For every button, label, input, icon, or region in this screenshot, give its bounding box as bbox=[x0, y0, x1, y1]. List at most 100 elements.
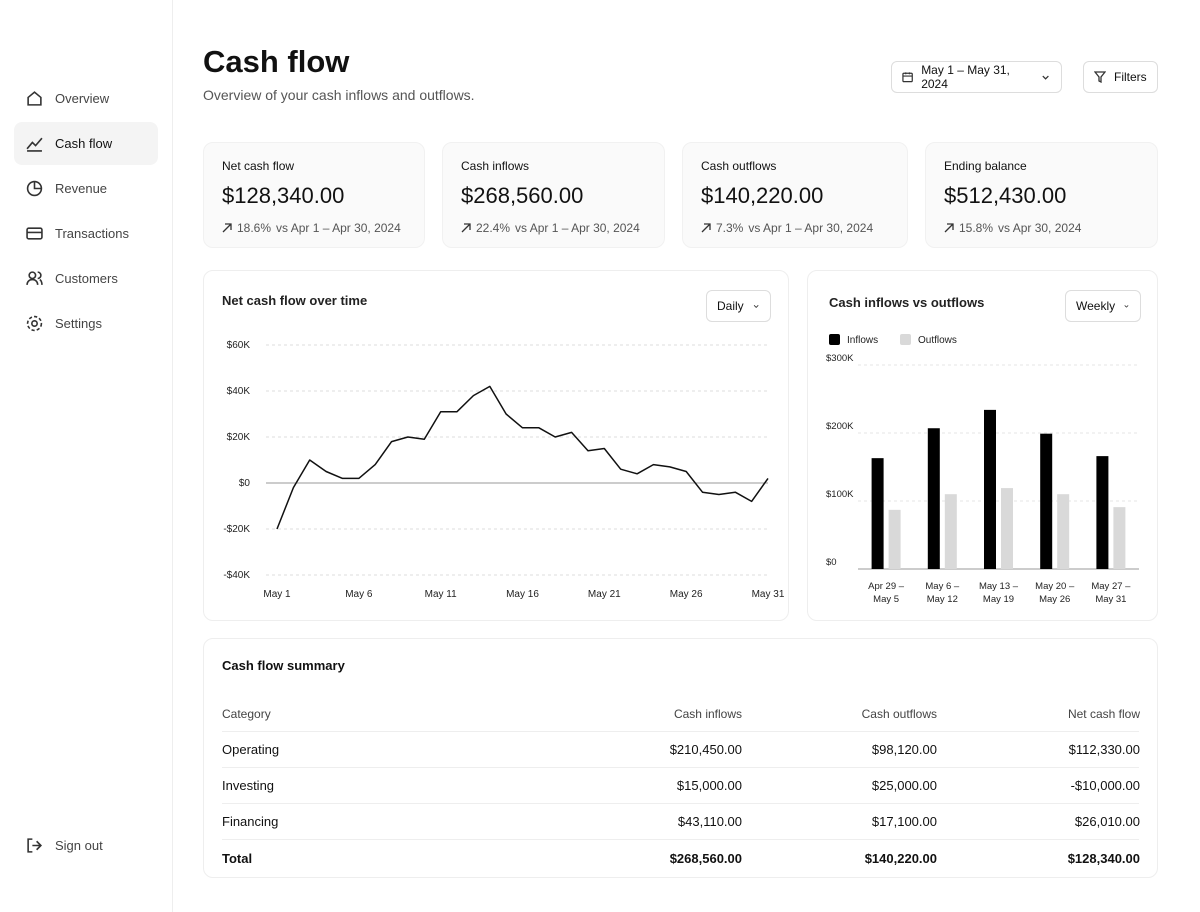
table-cell: $268,560.00 bbox=[669, 850, 742, 866]
table-cell: $26,010.00 bbox=[1074, 814, 1140, 829]
kpi-change-value: 7.3% bbox=[716, 221, 744, 235]
nav-label: Settings bbox=[55, 316, 102, 331]
table-row: Operating $210,450.00 $98,120.00 $112,330.0… bbox=[222, 732, 1140, 768]
x-tick-label: May 6 bbox=[345, 589, 373, 600]
kpi-change-value: 22.4% bbox=[476, 221, 511, 235]
y-tick-label: $300K bbox=[826, 353, 854, 364]
x-tick-label: Apr 29 – May 5 bbox=[868, 581, 905, 605]
kpi-card: Cash inflows $268,560.00 22.4% vs Apr 1 – A… bbox=[442, 142, 665, 248]
kpi-change: 18.6% vs Apr 1 – Apr 30, 2024 bbox=[222, 221, 406, 235]
trend-icon bbox=[222, 223, 232, 233]
y-tick-label: -$20K bbox=[223, 524, 250, 535]
chart-title: Cash inflows vs outflows bbox=[829, 295, 984, 310]
table-cell: $112,330.00 bbox=[1068, 742, 1140, 757]
trend-icon bbox=[461, 223, 471, 233]
table-row: Investing $15,000.00 $25,000.00 -$10,000.00 bbox=[222, 768, 1140, 804]
table-cell: $210,450.00 bbox=[669, 742, 742, 757]
x-tick-label: May 11 bbox=[425, 589, 457, 600]
table-row: Financing $43,110.00 $17,100.00 $26,010.00 bbox=[222, 804, 1140, 840]
kpi-change-value: 15.8% bbox=[959, 221, 994, 235]
sign-out-label: Sign out bbox=[55, 838, 103, 853]
bar bbox=[944, 494, 957, 569]
kpi-value: $268,560.00 bbox=[461, 183, 584, 208]
kpi-label: Cash outflows bbox=[701, 159, 777, 173]
table-cell: $43,110.00 bbox=[677, 814, 742, 829]
x-tick-label: May 26 bbox=[670, 589, 703, 600]
nav-item[interactable]: Settings bbox=[14, 302, 158, 345]
kpi-label: Ending balance bbox=[944, 159, 1027, 173]
y-tick-label: $0 bbox=[239, 478, 251, 489]
line-chart: Net cash flow over time -$40K -$20K $0 $20K $… bbox=[222, 293, 785, 600]
x-tick-label: May 1 bbox=[263, 589, 291, 600]
legend-label: Outflows bbox=[918, 335, 957, 346]
kpi-card: Net cash flow $128,340.00 18.6% vs Apr 1 – … bbox=[203, 142, 425, 248]
nav-item[interactable]: Overview bbox=[14, 77, 158, 120]
nav-item[interactable]: Transactions bbox=[14, 212, 158, 255]
table-cell: -$10,000.00 bbox=[1070, 778, 1140, 793]
kpi-comparison: vs Apr 30, 2024 bbox=[998, 221, 1082, 235]
bar bbox=[871, 458, 884, 569]
granularity-label: Daily bbox=[717, 299, 744, 313]
x-tick-label: May 6 – May 12 bbox=[925, 581, 960, 605]
table-cell: Category bbox=[222, 706, 271, 721]
bar bbox=[927, 428, 940, 569]
nav-item[interactable]: Revenue bbox=[14, 167, 158, 210]
table-cell: Cash outflows bbox=[861, 706, 937, 721]
date-range-button[interactable]: May 1 – May 31, 2024 bbox=[891, 61, 1062, 93]
summary-table: Cash flow summary Category Cash inflows Ca… bbox=[203, 638, 1158, 878]
kpi-comparison: vs Apr 1 – Apr 30, 2024 bbox=[276, 221, 401, 235]
y-tick-label: -$40K bbox=[223, 570, 250, 581]
nav-item[interactable]: Cash flow bbox=[14, 122, 158, 165]
filters-button[interactable]: Filters bbox=[1083, 61, 1158, 93]
table-cell: Total bbox=[222, 850, 253, 866]
table-cell: Investing bbox=[222, 778, 275, 793]
bar bbox=[1113, 507, 1126, 569]
y-tick-label: $100K bbox=[826, 489, 854, 500]
granularity-label: Weekly bbox=[1076, 299, 1116, 313]
table-cell: $15,000.00 bbox=[676, 778, 742, 793]
bar bbox=[1057, 494, 1070, 569]
table-cell: $128,340.00 bbox=[1067, 850, 1140, 866]
nav-label: Revenue bbox=[55, 181, 108, 196]
line bbox=[276, 385, 769, 530]
sidebar: Overview Cash flow Revenue Transactions … bbox=[0, 0, 173, 912]
bar bbox=[888, 509, 901, 569]
page-title: Cash flow bbox=[203, 44, 350, 79]
table-cell: $17,100.00 bbox=[871, 814, 937, 829]
x-tick-label: May 27 – May 31 bbox=[1091, 581, 1131, 605]
kpi-comparison: vs Apr 1 – Apr 30, 2024 bbox=[515, 221, 640, 235]
y-tick-label: $0 bbox=[826, 557, 837, 568]
nav-label: Cash flow bbox=[55, 136, 113, 151]
y-tick-label: $60K bbox=[227, 340, 251, 351]
table-cell: Financing bbox=[222, 814, 279, 829]
legend-swatch bbox=[900, 334, 911, 345]
sign-out[interactable]: Sign out bbox=[14, 824, 158, 867]
table-title: Cash flow summary bbox=[222, 658, 345, 673]
kpi-card: Cash outflows $140,220.00 7.3% vs Apr 1 – A… bbox=[682, 142, 908, 248]
x-tick-label: May 13 – May 19 bbox=[979, 581, 1019, 605]
bar bbox=[1040, 433, 1053, 569]
nav-label: Transactions bbox=[55, 226, 129, 241]
kpi-label: Net cash flow bbox=[222, 159, 295, 173]
date-range: May 1 – May 31, 2024 bbox=[921, 63, 1010, 91]
kpi-label: Cash inflows bbox=[461, 159, 530, 173]
table-cell: $98,120.00 bbox=[871, 742, 937, 757]
x-tick-label: May 20 – May 26 bbox=[1035, 581, 1075, 605]
nav-item[interactable]: Customers bbox=[14, 257, 158, 300]
table-cell: Net cash flow bbox=[1067, 706, 1140, 721]
granularity-select[interactable]: Daily bbox=[706, 290, 771, 322]
table-cell: $140,220.00 bbox=[864, 850, 937, 866]
trend-icon bbox=[944, 223, 954, 233]
line-chart-card: Net cash flow over time -$40K -$20K $0 $20K $… bbox=[203, 270, 789, 621]
nav-label: Overview bbox=[55, 91, 110, 106]
kpi-value: $140,220.00 bbox=[701, 183, 824, 208]
granularity-select[interactable]: Weekly bbox=[1065, 290, 1141, 322]
table-cell: Cash inflows bbox=[673, 706, 742, 721]
kpi-change: 15.8% vs Apr 30, 2024 bbox=[944, 221, 1139, 235]
bar bbox=[984, 409, 996, 569]
kpi-comparison: vs Apr 1 – Apr 30, 2024 bbox=[748, 221, 874, 235]
kpi-change: 7.3% vs Apr 1 – Apr 30, 2024 bbox=[701, 221, 889, 235]
legend-swatch bbox=[829, 334, 840, 345]
y-tick-label: $40K bbox=[227, 386, 251, 397]
